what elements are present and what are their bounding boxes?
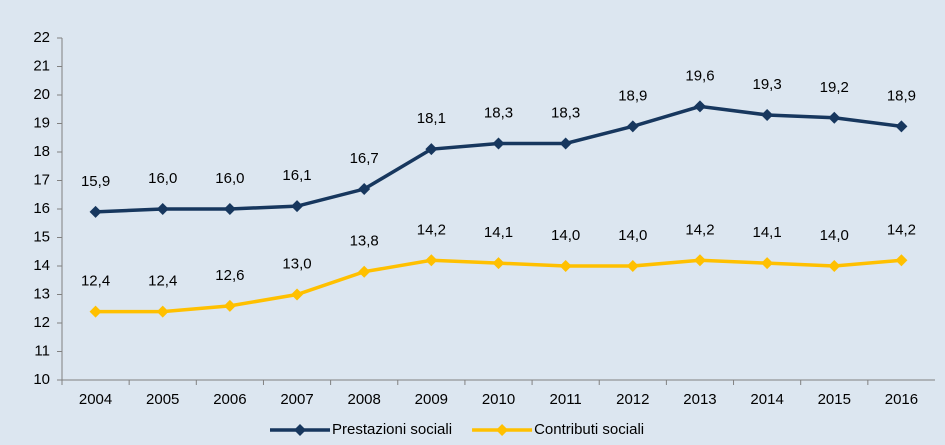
point-marker <box>559 260 572 272</box>
point-marker <box>89 305 102 318</box>
point-marker <box>358 183 371 196</box>
x-tick-label: 2013 <box>683 391 716 408</box>
data-label: 13,0 <box>282 255 311 272</box>
y-tick-label: 21 <box>33 57 50 74</box>
point-marker <box>291 200 304 213</box>
point-marker <box>693 100 706 113</box>
y-tick-label: 20 <box>33 86 50 103</box>
legend-label: Contributi sociali <box>534 421 644 438</box>
data-label: 18,3 <box>551 104 580 121</box>
point-marker <box>626 260 639 272</box>
point-marker <box>89 205 102 218</box>
y-tick-label: 18 <box>33 143 50 160</box>
point-marker <box>895 120 908 133</box>
legend-label: Prestazioni sociali <box>332 421 452 438</box>
y-tick-label: 16 <box>33 200 50 217</box>
x-tick-label: 2012 <box>616 391 649 408</box>
data-label: 14,0 <box>551 227 580 244</box>
point-marker <box>358 265 371 278</box>
legend-marker <box>496 424 509 436</box>
y-tick-label: 22 <box>33 29 50 46</box>
data-label: 14,2 <box>685 221 714 238</box>
x-tick-label: 2010 <box>482 391 515 408</box>
x-tick-label: 2004 <box>79 391 112 408</box>
data-label: 16,7 <box>350 150 379 167</box>
point-marker <box>626 120 639 133</box>
data-label: 15,9 <box>81 173 110 190</box>
x-tick-label: 2005 <box>146 391 179 408</box>
legend-marker <box>294 424 306 436</box>
data-label: 18,1 <box>417 110 446 127</box>
x-tick-label: 2008 <box>348 391 381 408</box>
data-label: 12,4 <box>81 273 110 290</box>
x-tick-label: 2009 <box>415 391 448 408</box>
data-label: 16,1 <box>282 167 311 184</box>
data-label: 18,9 <box>887 87 916 104</box>
data-label: 13,8 <box>350 233 379 250</box>
data-label: 19,6 <box>685 67 714 84</box>
data-label: 14,1 <box>484 224 513 241</box>
point-marker <box>291 288 304 301</box>
point-marker <box>761 108 774 121</box>
point-marker <box>223 299 236 312</box>
point-marker <box>425 254 438 267</box>
data-label: 14,2 <box>417 221 446 238</box>
data-label: 19,2 <box>820 79 849 96</box>
data-label: 18,9 <box>618 87 647 104</box>
data-label: 14,0 <box>618 227 647 244</box>
x-tick-label: 2007 <box>280 391 313 408</box>
point-marker <box>425 143 438 156</box>
point-marker <box>828 260 841 272</box>
y-tick-label: 15 <box>33 228 50 245</box>
data-label: 19,3 <box>753 76 782 93</box>
data-label: 14,0 <box>820 227 849 244</box>
data-label: 12,4 <box>148 273 177 290</box>
point-marker <box>492 137 505 150</box>
data-label: 16,0 <box>215 170 244 187</box>
point-marker <box>761 257 774 270</box>
point-marker <box>559 137 572 150</box>
point-marker <box>156 305 169 318</box>
y-tick-label: 17 <box>33 171 50 188</box>
y-tick-label: 13 <box>33 285 50 302</box>
point-marker <box>223 203 236 215</box>
data-label: 16,0 <box>148 170 177 187</box>
x-tick-label: 2006 <box>213 391 246 408</box>
point-marker <box>492 257 505 270</box>
data-label: 14,2 <box>887 221 916 238</box>
y-tick-label: 10 <box>33 371 50 388</box>
y-tick-label: 19 <box>33 114 50 131</box>
y-tick-label: 11 <box>34 342 50 359</box>
x-tick-label: 2015 <box>818 391 851 408</box>
y-tick-label: 12 <box>33 314 50 331</box>
x-tick-label: 2016 <box>885 391 918 408</box>
x-tick-label: 2014 <box>750 391 783 408</box>
point-marker <box>156 203 169 215</box>
data-label: 18,3 <box>484 104 513 121</box>
point-marker <box>828 111 841 124</box>
data-label: 14,1 <box>753 224 782 241</box>
data-label: 12,6 <box>215 267 244 284</box>
point-marker <box>895 254 908 267</box>
x-tick-label: 2011 <box>550 391 582 408</box>
point-marker <box>693 254 706 267</box>
y-tick-label: 14 <box>33 257 50 274</box>
